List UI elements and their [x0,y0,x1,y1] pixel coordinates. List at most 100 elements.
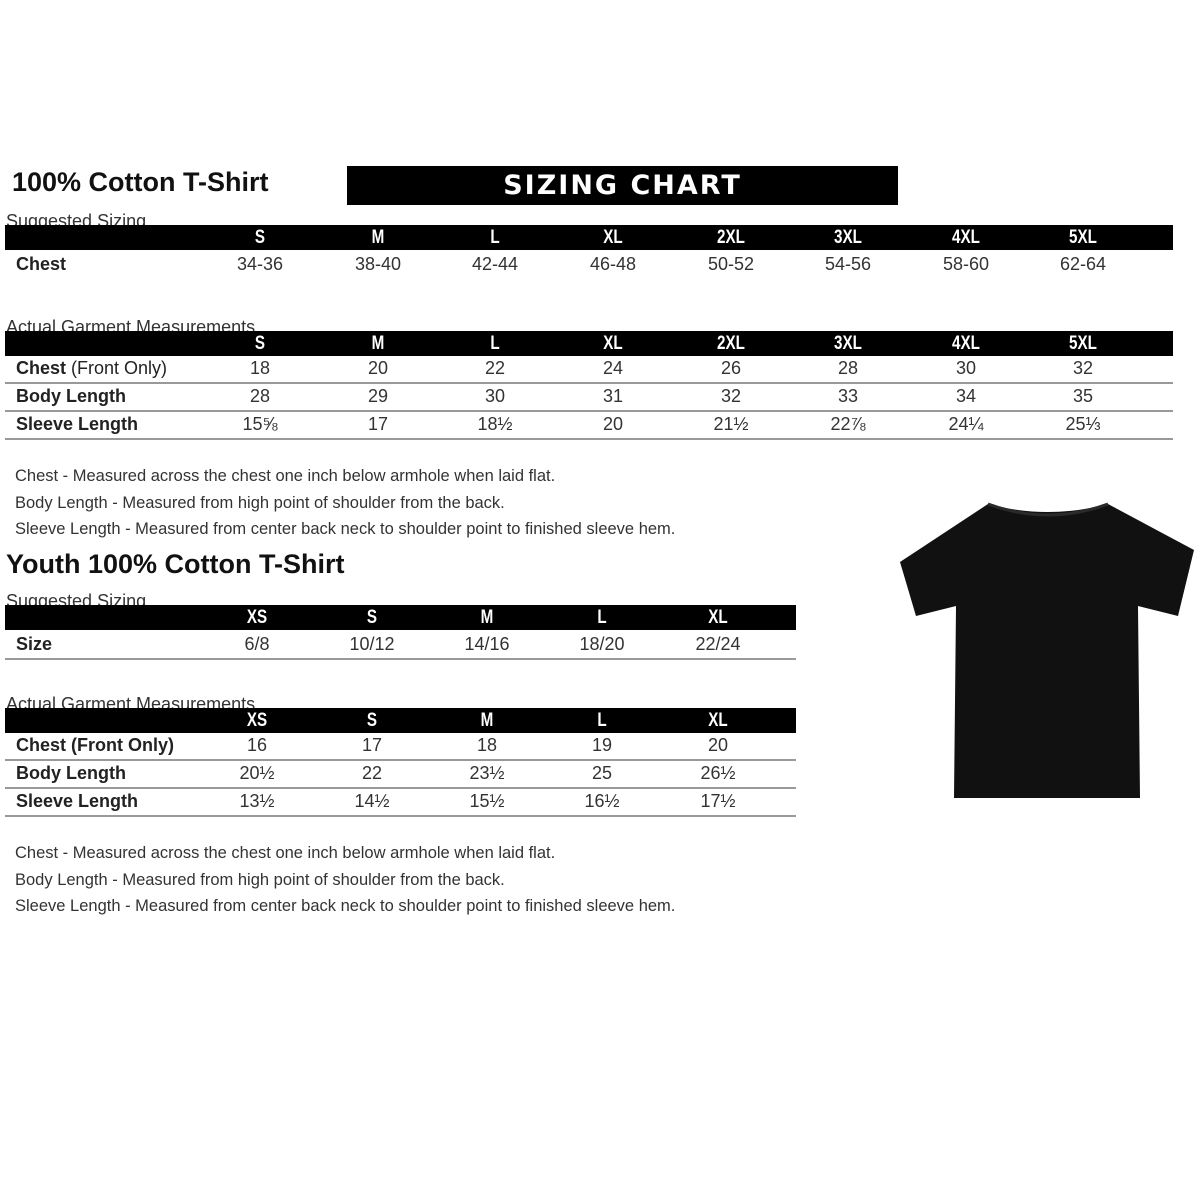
size-header-2xl: 2XL [717,333,745,354]
table-cell: 16 [246,735,268,755]
size-header-m: M [371,333,385,354]
table-cell: 22/24 [695,634,741,654]
table-cell: 34-36 [236,254,284,274]
row-divider [5,382,1173,384]
row-label: Body Length [16,386,126,407]
row-label-suffix: (Front Only) [66,358,168,378]
table-cell: 22 [484,358,506,378]
row-label-text: Body Length [16,386,126,406]
table-cell: 15⅝ [242,414,278,434]
row-label-text: Chest [16,254,67,274]
size-header-s: S [254,333,266,354]
table-cell: 32 [1072,358,1094,378]
table-cell: 32 [720,386,742,406]
table-cell: 18½ [477,414,513,434]
size-header-m: M [480,710,494,731]
size-header-l: L [597,607,607,628]
row-label: Size [16,634,52,655]
row-divider [5,815,796,817]
row-label-text: Body Length [16,763,126,783]
table-cell: 31 [602,386,624,406]
row-label-text: Sleeve Length [16,414,139,434]
size-header-xl: XL [708,607,728,628]
table-cell: 17½ [700,791,736,811]
size-header-3xl: 3XL [834,333,862,354]
row-label: Sleeve Length [16,791,138,812]
table-cell: 25 [591,763,613,783]
table-cell: 18 [476,735,498,755]
size-header-l: L [490,333,500,354]
table-cell: 62-64 [1059,254,1107,274]
table-cell: 23½ [469,763,505,783]
table-cell: 26½ [700,763,736,783]
measurement-note: Sleeve Length - Measured from center bac… [15,897,676,915]
size-header-bar [5,708,796,733]
table-cell: 10/12 [349,634,395,654]
table-cell: 22 [361,763,383,783]
measurement-note: Sleeve Length - Measured from center bac… [15,520,676,538]
size-header-m: M [480,607,494,628]
row-label: Sleeve Length [16,414,138,435]
table-cell: 34 [955,386,977,406]
table-cell: 24 [602,358,624,378]
table-cell: 17 [367,414,389,434]
size-header-m: M [371,227,385,248]
table-cell: 18/20 [579,634,625,654]
table-cell: 15½ [469,791,505,811]
table-cell: 14/16 [464,634,510,654]
size-header-l: L [597,710,607,731]
table-cell: 28 [249,386,271,406]
adult-title: 100% Cotton T-Shirt [12,167,269,197]
table-cell: 24¼ [948,414,984,434]
measurement-note: Chest - Measured across the chest one in… [15,844,556,862]
table-cell: 54-56 [824,254,872,274]
size-header-bar [5,331,1173,356]
table-cell: 50-52 [707,254,755,274]
row-divider [5,759,796,761]
row-label: Body Length [16,763,126,784]
size-header-s: S [366,607,378,628]
table-cell: 30 [484,386,506,406]
table-cell: 30 [955,358,977,378]
table-cell: 16½ [584,791,620,811]
size-header-xs: XS [246,710,268,731]
row-label-text: Sleeve Length [16,791,139,811]
size-header-bar [5,605,796,630]
table-cell: 20 [367,358,389,378]
table-cell: 6/8 [244,634,270,654]
table-cell: 18 [249,358,271,378]
measurement-note: Body Length - Measured from high point o… [15,493,505,512]
table-cell: 19 [591,735,613,755]
size-header-4xl: 4XL [952,333,980,354]
row-label: Chest (Front Only) [16,358,167,379]
measurement-note: Chest - Measured across the chest one in… [15,467,556,485]
size-header-bar [5,225,1173,250]
size-header-xs: XS [246,607,268,628]
size-header-xl: XL [603,333,623,354]
row-label-text: Size [16,634,53,654]
row-divider [5,787,796,789]
size-header-l: L [490,227,500,248]
size-header-xl: XL [603,227,623,248]
table-cell: 13½ [239,791,275,811]
size-header-4xl: 4XL [952,227,980,248]
table-cell: 21½ [713,414,749,434]
table-cell: 20 [707,735,729,755]
table-cell: 25⅓ [1065,414,1101,434]
row-label-text: Chest (Front Only) [16,735,174,755]
size-header-5xl: 5XL [1069,227,1097,248]
table-cell: 28 [837,358,859,378]
black-tshirt-icon [900,502,1194,798]
row-divider [5,410,1173,412]
size-header-s: S [254,227,266,248]
measurement-note: Body Length - Measured from high point o… [15,870,505,889]
sizing-chart-banner: SIZING CHART [347,166,898,205]
row-label: Chest [16,254,66,275]
table-cell: 14½ [354,791,390,811]
table-cell: 58-60 [942,254,990,274]
table-cell: 38-40 [354,254,402,274]
size-header-5xl: 5XL [1069,333,1097,354]
row-divider [5,658,796,660]
row-label: Chest (Front Only) [16,735,174,756]
